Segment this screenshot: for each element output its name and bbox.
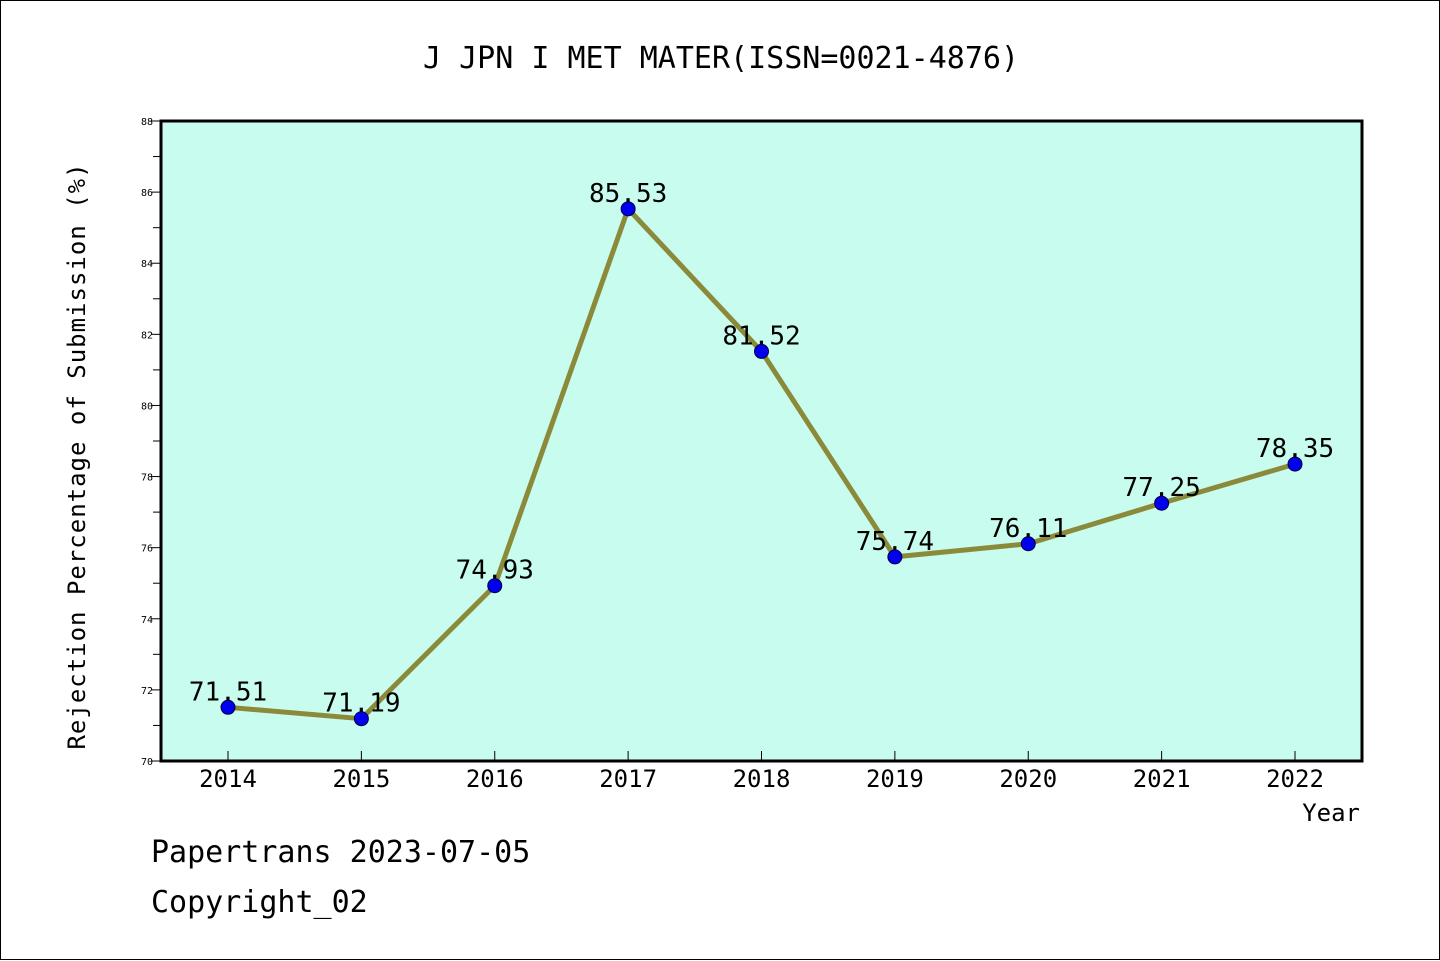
data-point-marker: [754, 343, 769, 359]
x-tick-label: 2021: [1133, 765, 1191, 793]
footer-date-line: Papertrans 2023-07-05: [151, 835, 531, 870]
data-point-label: 74.93: [456, 556, 534, 586]
chart-title: J JPN I MET MATER(ISSN=0021-4876): [423, 41, 1019, 76]
data-point-marker: [1020, 536, 1036, 552]
y-axis-label: Rejection Percentage of Submission (%): [63, 162, 91, 749]
y-tick-label: 72: [141, 686, 153, 697]
data-point-label: 76.11: [989, 514, 1067, 544]
y-tick-label: 78: [141, 473, 153, 484]
footer-copyright-line: Copyright_02: [151, 885, 368, 920]
y-axis-ticks: 70 72 74 76 78 80 82 84 86 88: [141, 117, 161, 768]
plot-area: [159, 119, 1364, 763]
x-axis-ticks: 2014 2015 2016 2017 2018 2019 2020 2021 2022: [199, 751, 1324, 793]
y-tick-label: 70: [141, 757, 153, 768]
data-point-label: 85.53: [589, 179, 667, 209]
data-point-marker: [1154, 495, 1170, 511]
y-tick-label: 82: [141, 330, 153, 341]
x-tick-label: 2019: [866, 765, 924, 793]
data-point-marker: [487, 578, 503, 594]
data-point-marker: [1287, 456, 1303, 472]
data-point-label: 81.52: [722, 321, 800, 351]
x-tick-label: 2014: [199, 765, 257, 793]
y-tick-label: 86: [141, 188, 153, 199]
x-tick-label: 2015: [332, 765, 390, 793]
x-tick-label: 2018: [733, 765, 791, 793]
y-tick-label: 76: [141, 544, 153, 555]
y-tick-label: 88: [141, 117, 153, 128]
x-tick-label: 2020: [999, 765, 1057, 793]
y-tick-label: 84: [141, 259, 153, 270]
x-tick-label: 2017: [599, 765, 657, 793]
x-tick-label: 2022: [1266, 765, 1324, 793]
data-point-label: 77.25: [1122, 473, 1200, 503]
x-tick-label: 2016: [466, 765, 524, 793]
y-tick-label: 74: [141, 615, 153, 626]
x-axis-label: Year: [1302, 799, 1360, 827]
y-tick-label: 80: [141, 401, 153, 412]
data-markers: [220, 201, 1303, 727]
data-point-label: 71.19: [322, 689, 400, 719]
data-point-marker: [220, 699, 236, 715]
data-point-label: 78.35: [1256, 434, 1334, 464]
data-labels: 71.51 71.19 74.93 85.53 81.52 75.74 76.11 77.25…: [189, 179, 1334, 719]
data-point-label: 71.51: [189, 677, 267, 707]
data-point-marker: [353, 711, 369, 727]
data-point-marker: [887, 549, 903, 565]
data-point-marker: [620, 201, 636, 217]
data-point-label: 75.74: [856, 527, 934, 557]
